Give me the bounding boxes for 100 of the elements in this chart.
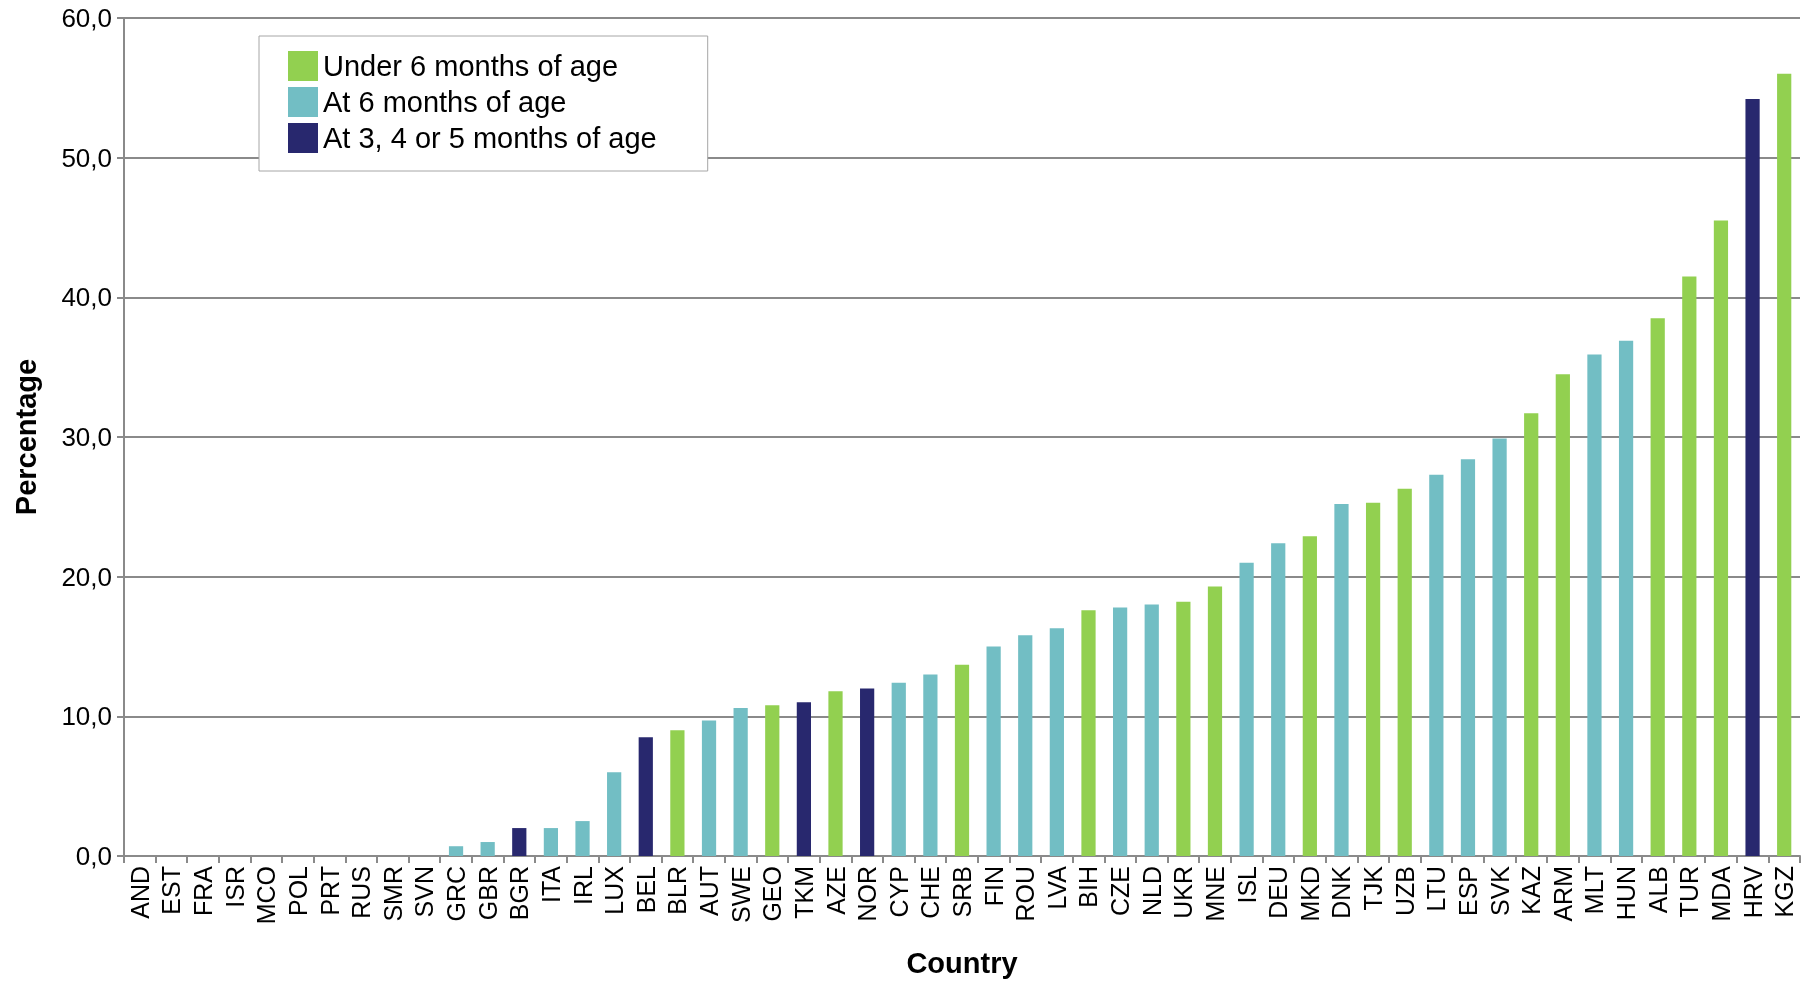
x-tick-label: GRC — [442, 866, 471, 922]
x-tick-label: TJK — [1359, 865, 1388, 911]
bar — [923, 674, 938, 856]
x-tick-label: KAZ — [1517, 866, 1546, 915]
x-tick-label: AND — [125, 866, 154, 919]
y-tick-label: 60,0 — [61, 3, 112, 33]
x-tick-label: KGZ — [1770, 866, 1799, 918]
x-tick-label: ESP — [1453, 866, 1482, 917]
bar — [638, 737, 653, 856]
bar — [1745, 99, 1760, 856]
legend-label: At 6 months of age — [323, 86, 567, 118]
x-tick-label: BLR — [663, 866, 692, 915]
x-tick-label: ISR — [220, 866, 249, 908]
x-tick-label: MNE — [1200, 866, 1229, 922]
bar — [607, 772, 622, 856]
y-tick-label: 20,0 — [61, 561, 112, 592]
x-tick-label: HRV — [1738, 865, 1767, 919]
x-tick-label: ARM — [1548, 866, 1577, 922]
bar — [1650, 318, 1665, 856]
x-tick-label: RUS — [347, 866, 376, 919]
y-axis-title: Percentage — [9, 358, 42, 516]
x-tick-label: FRA — [189, 865, 218, 916]
bar — [1460, 459, 1476, 856]
bar — [796, 702, 811, 856]
bar — [448, 846, 464, 856]
x-tick-label: UKR — [1169, 866, 1198, 919]
x-tick-label: SRB — [948, 866, 976, 918]
bar — [1524, 413, 1539, 856]
bar — [765, 705, 780, 856]
x-tick-label: LVA — [1042, 865, 1071, 910]
x-tick-label: CYP — [884, 866, 913, 918]
legend-label: At 3, 4 or 5 months of age — [323, 122, 657, 154]
x-tick-label: DNK — [1327, 865, 1356, 919]
bar — [1713, 220, 1729, 856]
x-tick-label: IRL — [568, 865, 597, 905]
bar — [1271, 543, 1286, 856]
bar — [1397, 488, 1412, 856]
x-tick-label: MKD — [1295, 866, 1324, 922]
x-tick-label: AZE — [821, 866, 850, 915]
bar — [701, 720, 717, 856]
x-tick-label: UZB — [1390, 866, 1419, 916]
bar — [1049, 628, 1064, 856]
bar — [1302, 536, 1317, 856]
bar — [670, 730, 685, 856]
x-tick-label: LUX — [600, 865, 629, 915]
bar — [828, 691, 843, 856]
bar — [1365, 502, 1381, 856]
x-tick-label: NLD — [1137, 866, 1166, 917]
x-tick-label: SMR — [378, 866, 407, 922]
x-tick-label: GBR — [473, 866, 502, 921]
x-tick-label: TUR — [1675, 866, 1704, 918]
bar — [1176, 601, 1191, 856]
x-tick-label: MCO — [252, 866, 281, 925]
x-tick-label: EST — [157, 866, 186, 915]
bar — [1239, 562, 1254, 856]
x-tick-label: AUT — [695, 866, 724, 916]
bar — [575, 821, 590, 856]
bar — [986, 646, 1001, 856]
y-tick-label: 10,0 — [61, 701, 112, 732]
bar — [1081, 610, 1096, 856]
x-axis-title: Country — [906, 946, 1018, 979]
x-tick-label: MLT — [1580, 866, 1609, 915]
bar — [1777, 73, 1792, 856]
bar — [860, 688, 875, 856]
bar — [480, 842, 495, 856]
bar — [1113, 607, 1128, 856]
x-tick-label: ROU — [1011, 866, 1040, 922]
x-tick-label: ALB — [1643, 866, 1672, 914]
bar — [954, 664, 970, 856]
y-tick-label: 40,0 — [61, 282, 112, 313]
bar — [1144, 604, 1159, 856]
bar — [1682, 276, 1697, 856]
y-tick-label: 0,0 — [75, 841, 112, 871]
x-tick-label: SVK — [1485, 865, 1514, 917]
bar — [1207, 586, 1223, 856]
bar — [1018, 635, 1033, 856]
x-tick-label: ISL — [1232, 865, 1261, 904]
x-tick-label: POL — [283, 865, 312, 917]
bar — [1492, 438, 1507, 856]
bar — [1555, 374, 1570, 856]
bar — [512, 828, 527, 856]
x-tick-label: BGR — [505, 866, 534, 921]
x-tick-label: CHE — [916, 866, 945, 919]
bar — [1618, 340, 1634, 856]
bar — [1429, 474, 1444, 856]
x-tick-label: DEU — [1264, 866, 1293, 919]
x-tick-label: MDA — [1706, 865, 1735, 922]
x-tick-label: FIN — [979, 866, 1008, 907]
x-tick-label: BIH — [1074, 866, 1103, 908]
x-tick-label: SWE — [726, 866, 755, 923]
x-tick-label: SVN — [410, 866, 439, 918]
y-tick-label: 30,0 — [61, 422, 112, 452]
y-tick-label: 50,0 — [61, 142, 112, 173]
bar — [733, 707, 748, 856]
x-tick-label: PRT — [315, 866, 344, 916]
x-tick-label: TKM — [789, 866, 818, 919]
bar — [891, 682, 906, 856]
legend-label: Under 6 months of age — [323, 50, 619, 82]
x-tick-label: CZE — [1106, 866, 1135, 916]
x-tick-label: GEO — [758, 866, 787, 922]
